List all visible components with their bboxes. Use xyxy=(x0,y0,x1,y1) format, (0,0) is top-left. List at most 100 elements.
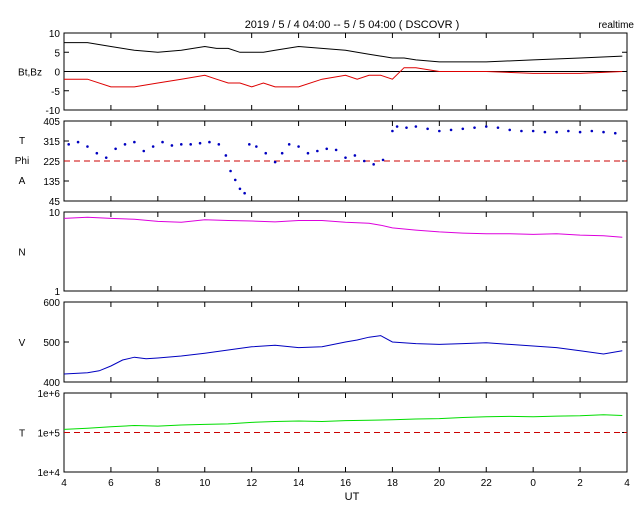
data-point xyxy=(238,187,242,191)
data-point xyxy=(316,149,319,153)
x-tick-label: 18 xyxy=(387,478,399,489)
data-point xyxy=(405,126,408,129)
y-axis-label: N xyxy=(18,248,25,259)
data-point xyxy=(414,125,418,128)
data-point xyxy=(224,154,228,157)
y-tick-label: 1e+4 xyxy=(37,468,60,479)
y-tick-label: -5 xyxy=(51,87,60,98)
y-axis-label: Phi xyxy=(15,156,29,167)
data-point xyxy=(229,169,232,173)
data-point xyxy=(602,130,605,134)
panel-phi-angle: 405 315 225 135 45 T Phi A xyxy=(15,117,628,208)
y-axis-label: T xyxy=(19,429,25,440)
data-point xyxy=(567,129,570,133)
data-point xyxy=(217,143,221,146)
data-point xyxy=(381,158,385,162)
data-point xyxy=(334,148,338,152)
x-tick-label: 12 xyxy=(246,478,258,489)
data-point xyxy=(280,151,284,155)
data-point xyxy=(142,149,146,153)
x-tick-label: 0 xyxy=(530,478,536,489)
y-tick-label: 1e+6 xyxy=(37,389,60,400)
series-line-speed xyxy=(63,335,623,375)
data-point xyxy=(325,147,329,151)
y-tick-label: 1 xyxy=(54,287,60,298)
data-point xyxy=(248,143,251,146)
series-line-bz xyxy=(64,67,623,88)
panel-magnetic-field: 10 5 0 -5 -10 Bt,Bz xyxy=(18,29,628,117)
data-point xyxy=(287,143,291,146)
realtime-label: realtime xyxy=(598,20,634,31)
y-tick-label: 405 xyxy=(43,117,60,128)
y-axis-label: A xyxy=(19,176,26,187)
x-tick-label: 4 xyxy=(61,478,67,489)
series-line-temperature xyxy=(63,414,623,430)
data-point xyxy=(179,143,183,146)
data-point xyxy=(243,191,246,195)
x-tick-label: 8 xyxy=(155,478,161,489)
y-axis-label: T xyxy=(19,136,25,147)
data-point xyxy=(67,143,70,146)
data-point xyxy=(426,127,429,131)
data-point xyxy=(496,126,500,129)
x-axis-label: UT xyxy=(345,491,360,503)
data-point xyxy=(161,140,164,144)
data-point xyxy=(578,130,582,134)
series-line-density xyxy=(63,216,623,238)
data-point xyxy=(395,125,399,128)
data-point xyxy=(104,156,108,159)
x-tick-label: 6 xyxy=(108,478,114,489)
y-tick-label: 600 xyxy=(43,298,60,309)
y-axis-label: Bt,Bz xyxy=(18,68,42,79)
y-tick-label: 500 xyxy=(43,338,60,349)
data-point xyxy=(255,145,258,148)
data-point xyxy=(233,178,237,182)
x-tick-label: 2 xyxy=(577,478,583,489)
data-point xyxy=(297,145,300,148)
series-line-bt xyxy=(64,42,623,63)
data-point xyxy=(114,147,117,151)
chart-title: 2019 / 5 / 4 04:00 -- 5 / 5 04:00 ( DSCO… xyxy=(245,19,460,31)
data-point xyxy=(520,129,523,133)
y-tick-label: 10 xyxy=(49,29,61,40)
data-point xyxy=(473,126,476,129)
y-tick-label: 225 xyxy=(43,157,60,168)
data-point xyxy=(613,131,617,135)
y-tick-label: 135 xyxy=(43,177,60,188)
data-point xyxy=(273,160,277,164)
data-point xyxy=(123,143,127,146)
data-point xyxy=(461,127,465,131)
data-point xyxy=(391,129,394,133)
y-tick-label: 0 xyxy=(54,68,60,79)
panel-temperature: 1e+6 1e+5 1e+4 T xyxy=(19,389,628,479)
y-tick-label: 45 xyxy=(49,197,61,208)
y-axis-label: V xyxy=(19,338,26,349)
panels-layer: 10 5 0 -5 -10 Bt,Bz 405 315 225 135 45 T Phi A 10 1 N 600… xyxy=(15,29,630,489)
data-point xyxy=(353,154,357,157)
data-point xyxy=(170,144,174,147)
data-point xyxy=(133,140,136,144)
panel-density: 10 1 N xyxy=(18,208,628,298)
data-point xyxy=(151,145,155,148)
x-tick-label: 20 xyxy=(434,478,446,489)
data-point xyxy=(95,151,99,155)
y-tick-label: 315 xyxy=(43,137,60,148)
data-point xyxy=(198,141,202,145)
x-tick-label: 22 xyxy=(481,478,493,489)
data-point xyxy=(208,140,211,144)
x-tick-label: 14 xyxy=(293,478,305,489)
data-point xyxy=(362,159,366,163)
data-point xyxy=(306,151,310,155)
y-tick-label: 400 xyxy=(43,378,60,389)
x-tick-label: 16 xyxy=(340,478,352,489)
data-point xyxy=(555,130,558,134)
x-tick-label: 4 xyxy=(624,478,630,489)
x-tick-label: 10 xyxy=(199,478,211,489)
panel-speed: 600 500 400 V xyxy=(19,298,628,389)
panel-frame xyxy=(63,211,628,292)
data-point xyxy=(449,128,453,132)
data-point xyxy=(543,130,547,134)
data-point xyxy=(484,125,488,128)
